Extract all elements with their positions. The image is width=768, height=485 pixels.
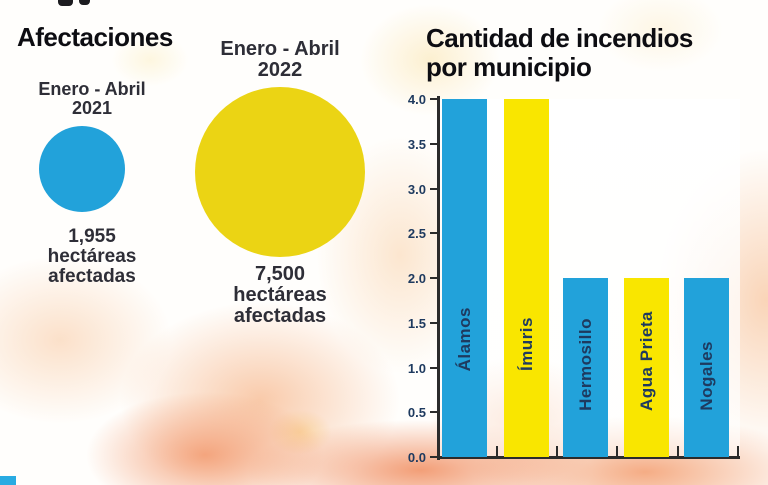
- value-2022-number: 7,500: [254, 263, 306, 285]
- x-tick-mark: [616, 446, 618, 457]
- bar-category-label: Ímuris: [516, 316, 536, 371]
- bar-1: Ímuris: [504, 99, 549, 457]
- period-2022-line1: Enero - Abril: [220, 38, 340, 60]
- y-tick-label: 2.5: [407, 226, 426, 242]
- x-tick-mark: [737, 446, 739, 457]
- chart-plot: 0.0 0.5 1.0 1.5 2.0 2.5 3.0 3.5 4.0 Álamos Ímuris…: [408, 92, 740, 465]
- period-label-2021: Enero - Abril 2021: [12, 80, 172, 118]
- y-tick-label: 0.5: [407, 405, 426, 421]
- y-tick-mark: [430, 366, 438, 369]
- y-tick-mark: [430, 411, 438, 414]
- y-tick-label: 1.5: [407, 315, 426, 331]
- y-tick-mark: [430, 456, 438, 458]
- bar-4: Nogales: [684, 278, 729, 457]
- x-tick-mark: [676, 446, 679, 457]
- y-tick-label: 3.0: [407, 181, 426, 197]
- y-tick-label: 1.0: [407, 360, 426, 376]
- y-axis-line: [437, 96, 440, 460]
- bar-category-label: Nogales: [696, 341, 716, 411]
- period-2021-line1: Enero - Abril: [38, 79, 146, 99]
- circle-2021-hectares: [39, 126, 125, 212]
- cropped-text-fragment: [79, 0, 90, 5]
- value-2021-caption1: hectáreas: [47, 246, 137, 267]
- municipio-chart-title: Cantidad de incendios por municipio: [426, 24, 693, 82]
- chart-title-line1: Cantidad de incendios: [426, 23, 693, 54]
- x-axis-line: [437, 456, 740, 459]
- y-tick-label: 3.5: [407, 136, 426, 152]
- affectations-title: Afectaciones: [17, 22, 173, 53]
- y-tick-mark: [430, 277, 438, 279]
- y-tick-label: 0.0: [407, 450, 426, 465]
- value-label-2021: 1,955 hectáreas afectadas: [12, 227, 172, 287]
- y-tick-mark: [430, 187, 438, 190]
- y-tick-mark: [430, 98, 438, 100]
- bottom-left-marker: [0, 476, 16, 485]
- period-2021-line2: 2021: [71, 98, 113, 118]
- period-2022-line2: 2022: [257, 59, 303, 81]
- bar-category-label: Álamos: [454, 306, 474, 371]
- cropped-text-fragment: [58, 0, 73, 6]
- circle-2022-hectares: [195, 87, 365, 257]
- y-tick-mark: [430, 321, 438, 324]
- chart-title-line2: por municipio: [426, 52, 592, 83]
- bar-category-label: Hermosillo: [575, 318, 595, 411]
- value-2022-caption1: hectáreas: [233, 284, 327, 306]
- y-tick-label: 2.0: [407, 271, 426, 286]
- value-2022-caption2: afectadas: [233, 305, 327, 327]
- y-tick-label: 4.0: [407, 92, 426, 107]
- bar-0: Álamos: [442, 99, 487, 457]
- x-tick-mark: [556, 446, 558, 457]
- period-label-2022: Enero - Abril 2022: [190, 39, 370, 81]
- value-2021-number: 1,955: [68, 226, 116, 247]
- x-tick-mark: [495, 446, 498, 457]
- value-2021-caption2: afectadas: [48, 266, 136, 287]
- bar-3: Agua Prieta: [624, 278, 669, 457]
- bar-category-label: Agua Prieta: [636, 311, 656, 411]
- y-tick-mark: [430, 232, 438, 235]
- value-label-2022: 7,500 hectáreas afectadas: [190, 264, 370, 327]
- y-tick-mark: [430, 142, 438, 145]
- bar-2: Hermosillo: [563, 278, 608, 457]
